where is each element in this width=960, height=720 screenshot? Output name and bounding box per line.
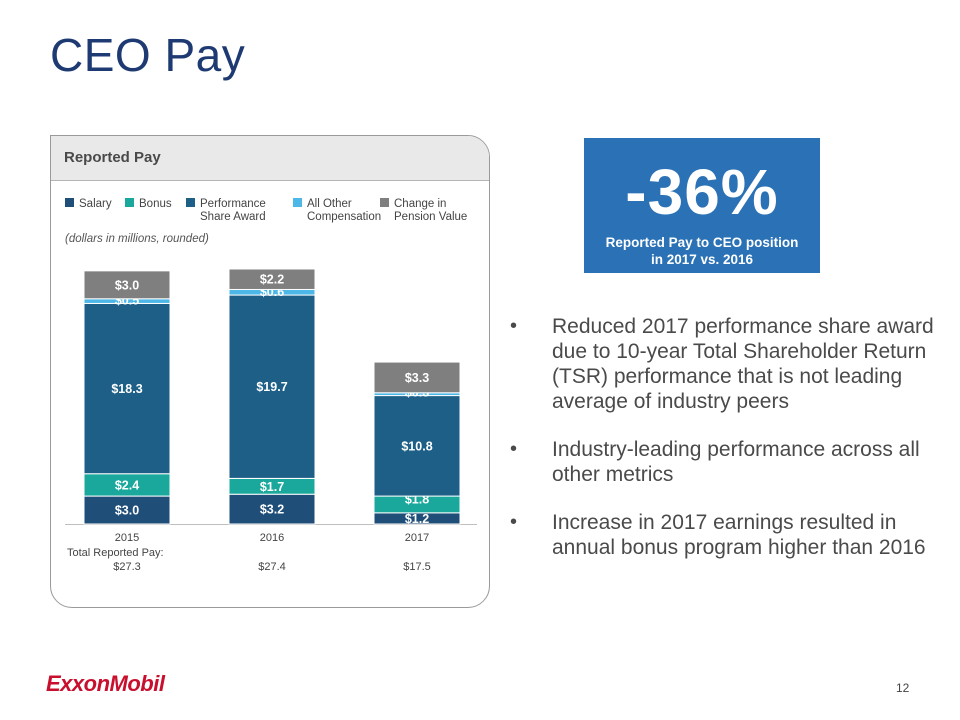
data-label: $2.4 bbox=[115, 478, 139, 492]
units-note: (dollars in millions, rounded) bbox=[65, 233, 209, 245]
bullet-marker: • bbox=[510, 511, 518, 533]
data-label: $1.7 bbox=[260, 480, 284, 494]
x-tick-label: 2017 bbox=[405, 532, 429, 544]
bar-segment-performance-share-award-2017 bbox=[373, 395, 461, 497]
bar-segment-performance-share-award-2016 bbox=[228, 294, 316, 479]
total-value-label: $27.3 bbox=[113, 561, 141, 573]
bullet-text: Reduced 2017 performance share award due… bbox=[552, 315, 934, 413]
pay-change-callout: -36% Reported Pay to CEO position in 201… bbox=[584, 138, 820, 273]
bar-segment-change-in-pension-value-2017 bbox=[373, 361, 461, 394]
panel-header: Reported Pay bbox=[51, 136, 489, 181]
callout-value: -36% bbox=[625, 156, 779, 228]
bullet-text: Increase in 2017 earnings resulted in an… bbox=[552, 511, 926, 559]
legend-item-bonus: Bonus bbox=[125, 198, 172, 211]
data-label: $10.8 bbox=[401, 439, 432, 453]
legend-swatch-all-other bbox=[293, 198, 302, 207]
legend-swatch-bonus bbox=[125, 198, 134, 207]
legend-label: All Other Compensation bbox=[307, 198, 382, 223]
legend-label: Change in Pension Value bbox=[394, 198, 468, 223]
legend-label: Salary bbox=[79, 198, 112, 210]
legend-item-all-other: All Other Compensation bbox=[293, 198, 381, 224]
bullet-item: • Industry-leading performance across all… bbox=[510, 437, 940, 487]
stacked-bar-chart: $3.0$2.4$18.3$0.5$3.02015$27.3$3.2$1.7$1… bbox=[65, 268, 477, 573]
bullet-marker: • bbox=[510, 315, 518, 337]
bullet-text: Industry-leading performance across all … bbox=[552, 438, 920, 486]
legend-item-performance-share: Performance Share Award bbox=[186, 198, 266, 224]
total-value-label: $27.4 bbox=[258, 561, 286, 573]
legend-swatch-performance-share bbox=[186, 198, 195, 207]
bullet-list: • Reduced 2017 performance share award du… bbox=[510, 314, 940, 583]
data-label: $18.3 bbox=[111, 382, 142, 396]
bar-segment-salary-2015 bbox=[83, 495, 171, 525]
bullet-marker: • bbox=[510, 438, 518, 460]
data-label: $3.2 bbox=[260, 503, 284, 517]
bullet-item: • Reduced 2017 performance share award du… bbox=[510, 314, 940, 414]
legend-item-salary: Salary bbox=[65, 198, 112, 211]
legend-label: Performance Share Award bbox=[200, 198, 266, 223]
legend-item-pension: Change in Pension Value bbox=[380, 198, 467, 224]
data-label: $2.2 bbox=[260, 273, 284, 287]
data-label: $19.7 bbox=[256, 380, 287, 394]
reported-pay-panel: Reported Pay Salary Bonus Performance Sh… bbox=[50, 135, 490, 608]
total-value-label: $17.5 bbox=[403, 561, 431, 573]
bar-segment-change-in-pension-value-2015 bbox=[83, 270, 171, 300]
exxonmobil-logo: ExxonMobil bbox=[46, 671, 165, 696]
data-label: $3.0 bbox=[115, 504, 139, 518]
slide-title: CEO Pay bbox=[50, 29, 246, 81]
x-tick-label: 2015 bbox=[115, 532, 139, 544]
data-label: $1.2 bbox=[405, 512, 429, 526]
bar-segment-performance-share-award-2015 bbox=[83, 302, 171, 475]
x-tick-label: 2016 bbox=[260, 532, 284, 544]
page-number: 12 bbox=[896, 681, 910, 695]
total-reported-pay-label: Total Reported Pay: bbox=[67, 547, 164, 559]
legend-swatch-pension bbox=[380, 198, 389, 207]
legend-swatch-salary bbox=[65, 198, 74, 207]
data-label: $3.0 bbox=[115, 278, 139, 292]
bar-segment-salary-2016 bbox=[228, 493, 316, 525]
bar-segment-change-in-pension-value-2016 bbox=[228, 268, 316, 290]
bullet-item: • Increase in 2017 earnings resulted in a… bbox=[510, 510, 940, 560]
legend-label: Bonus bbox=[139, 198, 172, 210]
data-label: $3.3 bbox=[405, 371, 429, 385]
callout-caption: Reported Pay to CEO position in 2017 vs.… bbox=[605, 235, 799, 267]
